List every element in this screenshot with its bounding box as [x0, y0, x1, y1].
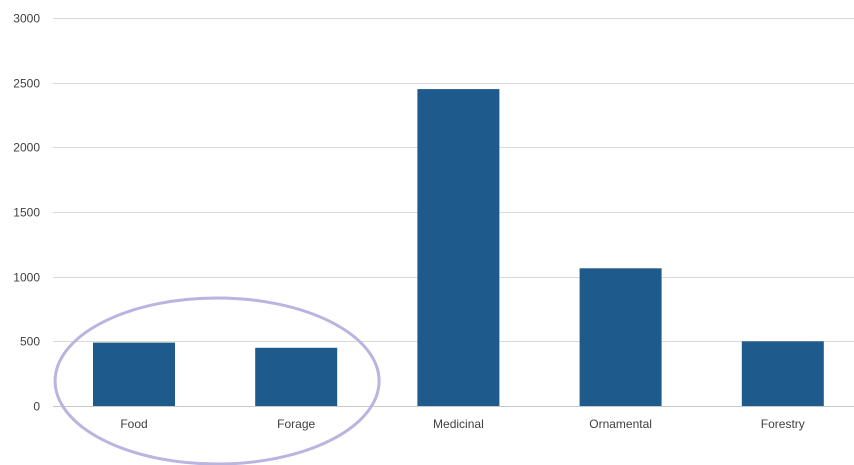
y-tick-label: 1500 [13, 206, 40, 220]
x-axis-category-labels: Food Forage Medicinal Ornamental Forestry [120, 417, 804, 431]
category-label-forestry: Forestry [761, 417, 805, 431]
category-label-medicinal: Medicinal [433, 417, 484, 431]
y-tick-label: 500 [20, 335, 40, 349]
category-label-forage: Forage [277, 417, 315, 431]
category-label-food: Food [120, 417, 147, 431]
category-label-ornamental: Ornamental [589, 417, 652, 431]
bar-series [93, 89, 824, 406]
bar-forage [255, 347, 338, 406]
y-tick-label: 2000 [13, 141, 40, 155]
y-axis-tick-labels: 0 500 1000 1500 2000 2500 3000 [13, 12, 40, 414]
highlight-ellipse [53, 296, 381, 465]
y-tick-label: 3000 [13, 12, 40, 26]
bar-forestry [741, 341, 824, 406]
bar-food [93, 342, 175, 406]
bar-medicinal [417, 89, 500, 406]
y-tick-label: 1000 [13, 271, 40, 285]
y-tick-label: 2500 [13, 77, 40, 91]
annotations [53, 296, 381, 465]
bar-ornamental [579, 268, 662, 406]
y-tick-label: 0 [33, 400, 40, 414]
